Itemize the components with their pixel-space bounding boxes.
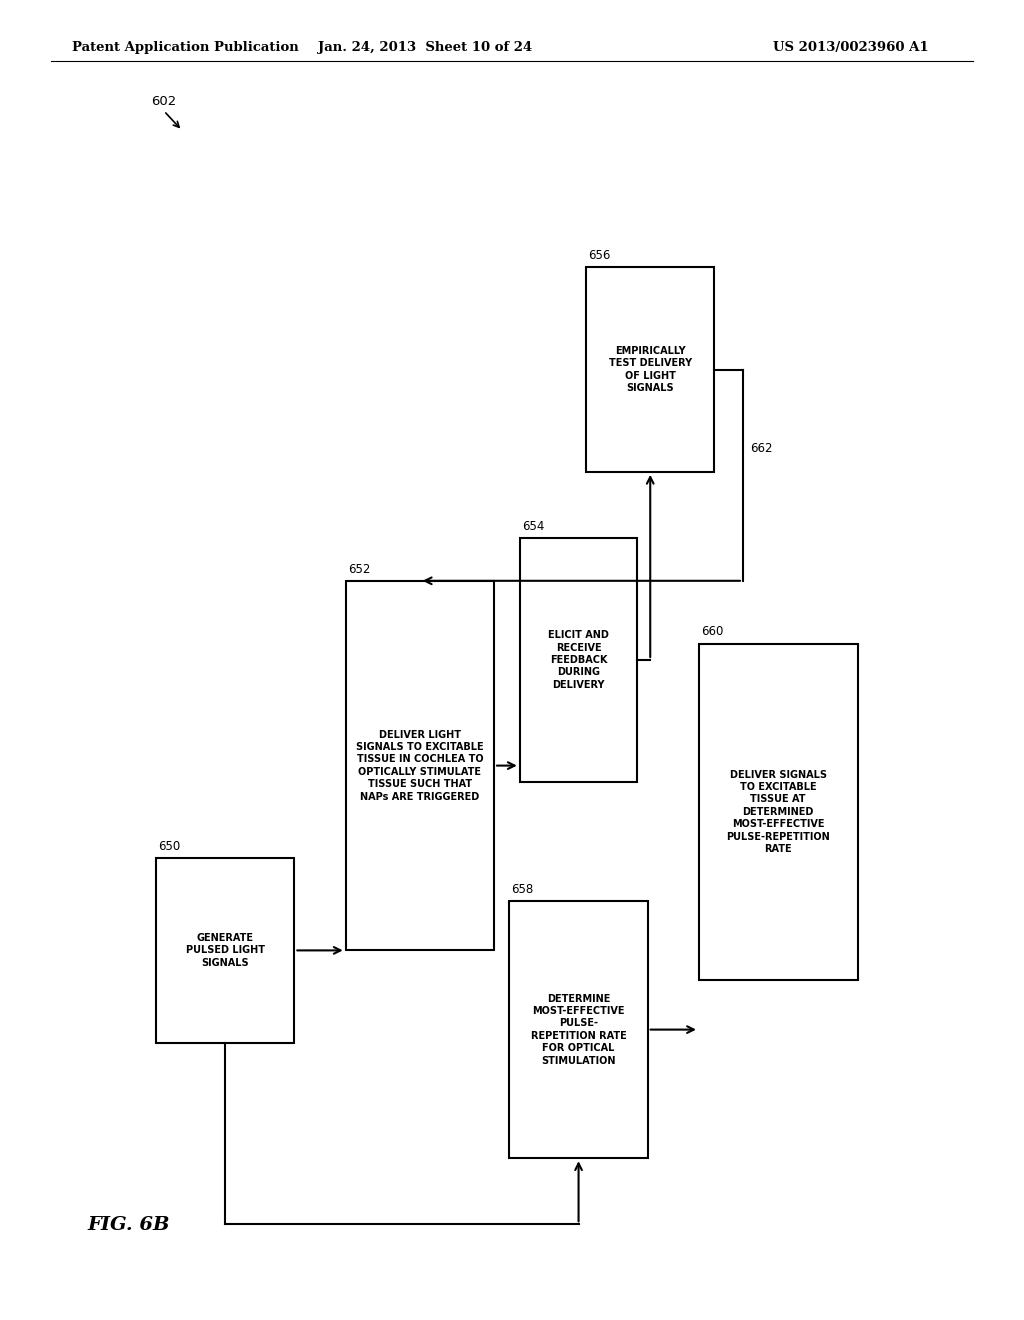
Text: DETERMINE
MOST-EFFECTIVE
PULSE-
REPETITION RATE
FOR OPTICAL
STIMULATION: DETERMINE MOST-EFFECTIVE PULSE- REPETITI…: [530, 994, 627, 1065]
Text: 654: 654: [521, 520, 544, 532]
Text: 656: 656: [588, 249, 610, 261]
Text: DELIVER LIGHT
SIGNALS TO EXCITABLE
TISSUE IN COCHLEA TO
OPTICALLY STIMULATE
TISS: DELIVER LIGHT SIGNALS TO EXCITABLE TISSU…: [356, 730, 483, 801]
FancyBboxPatch shape: [519, 539, 637, 781]
Text: Patent Application Publication: Patent Application Publication: [72, 41, 298, 54]
Text: FIG. 6B: FIG. 6B: [87, 1216, 170, 1234]
Text: GENERATE
PULSED LIGHT
SIGNALS: GENERATE PULSED LIGHT SIGNALS: [185, 933, 265, 968]
FancyBboxPatch shape: [156, 858, 295, 1043]
Text: 602: 602: [152, 95, 177, 108]
Text: EMPIRICALLY
TEST DELIVERY
OF LIGHT
SIGNALS: EMPIRICALLY TEST DELIVERY OF LIGHT SIGNA…: [608, 346, 692, 393]
Text: 652: 652: [347, 562, 370, 576]
FancyBboxPatch shape: [586, 267, 715, 473]
Text: Jan. 24, 2013  Sheet 10 of 24: Jan. 24, 2013 Sheet 10 of 24: [317, 41, 532, 54]
Text: 658: 658: [511, 883, 534, 895]
Text: 650: 650: [158, 840, 180, 853]
FancyBboxPatch shape: [698, 644, 858, 979]
Text: 660: 660: [700, 626, 723, 639]
Text: US 2013/0023960 A1: US 2013/0023960 A1: [773, 41, 929, 54]
Text: 662: 662: [750, 442, 772, 455]
Text: ELICIT AND
RECEIVE
FEEDBACK
DURING
DELIVERY: ELICIT AND RECEIVE FEEDBACK DURING DELIV…: [548, 630, 609, 690]
Text: DELIVER SIGNALS
TO EXCITABLE
TISSUE AT
DETERMINED
MOST-EFFECTIVE
PULSE-REPETITIO: DELIVER SIGNALS TO EXCITABLE TISSUE AT D…: [726, 770, 830, 854]
FancyBboxPatch shape: [345, 581, 494, 950]
FancyBboxPatch shape: [509, 900, 647, 1159]
